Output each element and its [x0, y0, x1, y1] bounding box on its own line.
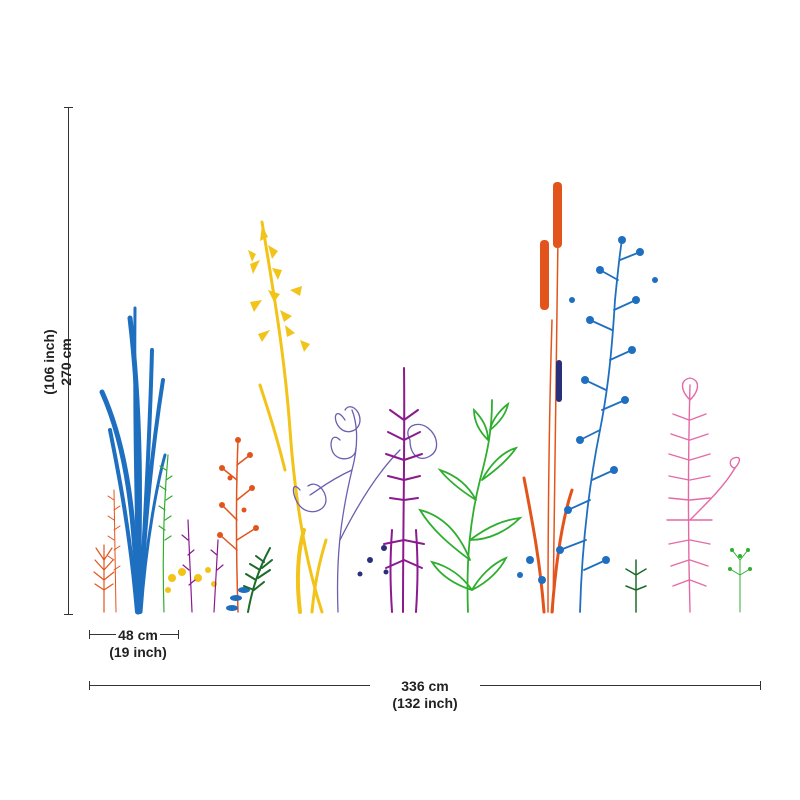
green-airy-plant: [729, 549, 751, 613]
yellow-oat-seeds: [248, 225, 310, 352]
blue-berry-vine: [559, 239, 641, 613]
panel-right-tick: [178, 630, 179, 639]
orange-fern-small: [93, 544, 115, 613]
total-width-label: 336 cm (132 inch): [370, 678, 480, 712]
green-airy-dots: [728, 548, 752, 571]
dark-green-small-plant: [625, 559, 647, 613]
navy-cattail-head: [556, 360, 562, 402]
height-label: (106 inch) 270 cm: [18, 315, 88, 405]
yellow-small-flowers: [165, 567, 217, 593]
green-leafy-plant: [418, 399, 523, 613]
panel-width-cm-text: 48 cm: [116, 627, 160, 644]
height-top-tick: [64, 107, 73, 108]
orange-berry-branch: [219, 439, 257, 613]
orange-cattail-heads: [540, 182, 562, 310]
total-width-inch-text: (132 inch): [392, 695, 458, 711]
height-dimension-line: [68, 107, 69, 615]
height-inch-text: (106 inch): [41, 329, 57, 395]
purple-tall-plant: [383, 367, 425, 613]
pink-tall-plant: [666, 377, 741, 613]
blue-small-leaves: [226, 587, 250, 611]
navy-small-flowers: [357, 545, 389, 577]
purple-sprig-small: [181, 519, 224, 613]
total-left-tick: [89, 681, 90, 690]
orange-berries: [217, 437, 259, 538]
orange-cattail-plant: [522, 234, 574, 614]
height-cm-text: 270 cm: [58, 338, 74, 386]
dark-green-fern: [243, 547, 273, 613]
height-label-rotated: (106 inch) 270 cm: [41, 312, 75, 412]
blue-berries: [517, 236, 658, 584]
panel-width-inch-text: (19 inch): [109, 644, 167, 660]
panel-width-label: 48 cm (19 inch): [88, 627, 188, 661]
total-right-tick: [760, 681, 761, 690]
blue-grass-plant: [99, 306, 167, 615]
yellow-oat-plant: [258, 220, 328, 614]
green-dotted-stem: [158, 454, 173, 613]
height-bottom-tick: [64, 614, 73, 615]
orange-dotted-stem: [107, 489, 121, 613]
total-width-cm-text: 336 cm: [401, 678, 449, 694]
panel-left-tick: [89, 630, 90, 639]
